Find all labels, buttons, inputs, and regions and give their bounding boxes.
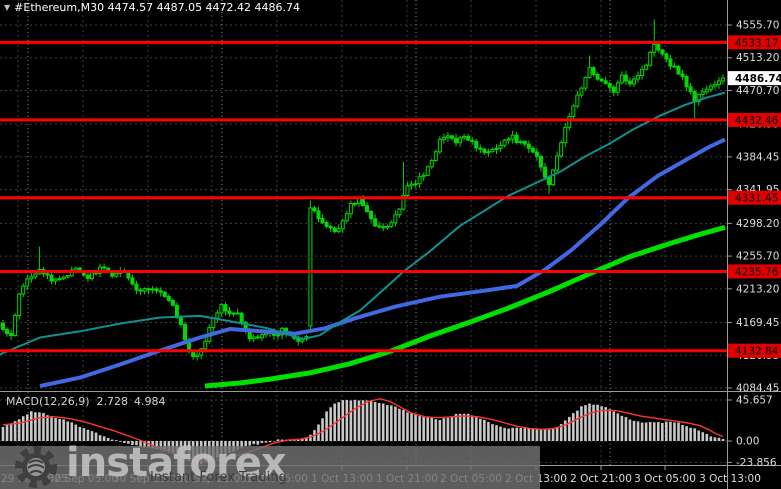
svg-text:4513.20: 4513.20 [736,52,779,64]
svg-text:4084.45: 4084.45 [736,383,779,395]
svg-text:4169.45: 4169.45 [736,317,779,329]
macd-histogram [1,399,725,465]
svg-text:4555.70: 4555.70 [736,20,779,32]
svg-text:4384.45: 4384.45 [736,151,779,163]
svg-text:4213.20: 4213.20 [736,283,779,295]
watermark-tagline: Instant Forex Trading [150,470,287,485]
svg-text:0.00: 0.00 [736,436,759,448]
price-axis[interactable]: 4555.704513.204470.704426.954384.454341.… [727,20,779,469]
svg-text:4533.17: 4533.17 [735,37,778,49]
macd-name: MACD(12,26,9) [6,395,90,408]
level-price-badge [728,190,781,205]
level-price-badge [728,264,781,279]
svg-text:4486.74: 4486.74 [735,73,781,85]
level-price-badge [728,343,781,358]
fast-teal-ma [0,91,726,356]
level-price-badge [728,112,781,127]
svg-text:4331.45: 4331.45 [735,193,778,205]
moving-averages [0,91,726,389]
macd-signal-line [2,398,724,463]
svg-text:4235.76: 4235.76 [735,266,779,278]
svg-text:4470.70: 4470.70 [736,85,779,97]
watermark-brand-text: instaforex [66,440,287,486]
instaforex-gear-icon [15,446,57,488]
medium-blue-ma [39,137,726,388]
slow-green-ma [204,224,726,389]
instaforex-watermark: instaforex Instant Forex Trading [0,440,540,489]
chart-title: #Ethereum,M30 4474.57 4487.05 4472.42 44… [14,1,301,14]
svg-text:3 Oct 05:00: 3 Oct 05:00 [634,473,696,485]
svg-text:-23.856: -23.856 [736,457,777,469]
svg-text:4132.84: 4132.84 [735,346,779,358]
level-price-badge [728,35,781,50]
macd-indicator-label: MACD(12,26,9) 2.728 4.984 [6,395,166,408]
svg-text:45.657: 45.657 [736,395,773,407]
svg-text:2 Oct 21:00: 2 Oct 21:00 [570,473,632,485]
svg-text:3 Oct 13:00: 3 Oct 13:00 [699,473,761,485]
macd-value: 2.728 [96,395,129,408]
svg-text:4298.20: 4298.20 [736,218,779,230]
svg-text:4432.46: 4432.46 [735,115,779,127]
price-level-lines[interactable] [0,40,727,353]
price-badges: 4533.17 4432.46 4331.45 4235.76 4132.84 4486.… [728,35,781,358]
chart-title-bar: ▼ #Ethereum,M30 4474.57 4487.05 4472.42 4… [4,1,300,14]
symbol-dropdown-icon[interactable]: ▼ [4,3,11,12]
macd-signal-value: 4.984 [134,395,166,408]
svg-text:4255.70: 4255.70 [736,251,779,263]
current-price-badge [728,71,781,86]
